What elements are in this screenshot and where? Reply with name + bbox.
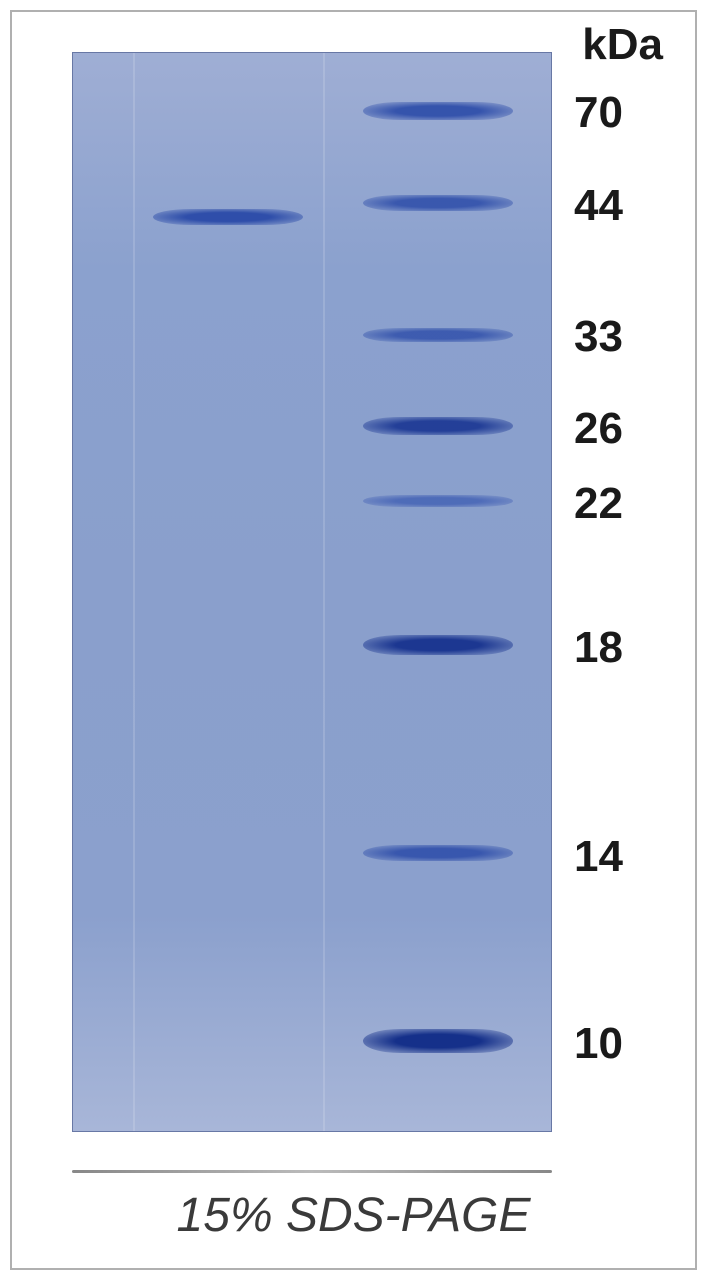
ladder-band <box>363 845 513 861</box>
gel-caption: 15% SDS-PAGE <box>12 1188 695 1243</box>
ladder-label: 10 <box>574 1019 623 1069</box>
ladder-label: 26 <box>574 404 623 454</box>
gel-lane-area <box>72 52 552 1132</box>
ladder-label: 14 <box>574 832 623 882</box>
lane-divider <box>133 53 135 1131</box>
ladder-band <box>363 1029 513 1053</box>
unit-label: kDa <box>582 20 663 70</box>
ladder-label: 22 <box>574 479 623 529</box>
ladder-label: 33 <box>574 312 623 362</box>
ladder-label: 44 <box>574 181 623 231</box>
ladder-lane <box>353 53 523 1131</box>
ladder-label: 70 <box>574 88 623 138</box>
ladder-band <box>363 635 513 655</box>
ladder-band <box>363 102 513 120</box>
sample-lane <box>143 53 313 1131</box>
ladder-label: 18 <box>574 623 623 673</box>
lane-divider <box>323 53 325 1131</box>
gel-image-frame: kDa 70 44 33 26 22 18 14 10 15% SDS-PAGE <box>10 10 697 1270</box>
caption-divider <box>72 1170 552 1173</box>
ladder-band <box>363 328 513 342</box>
ladder-band <box>363 417 513 435</box>
sample-band <box>153 209 303 225</box>
ladder-band <box>363 495 513 507</box>
ladder-band <box>363 195 513 211</box>
